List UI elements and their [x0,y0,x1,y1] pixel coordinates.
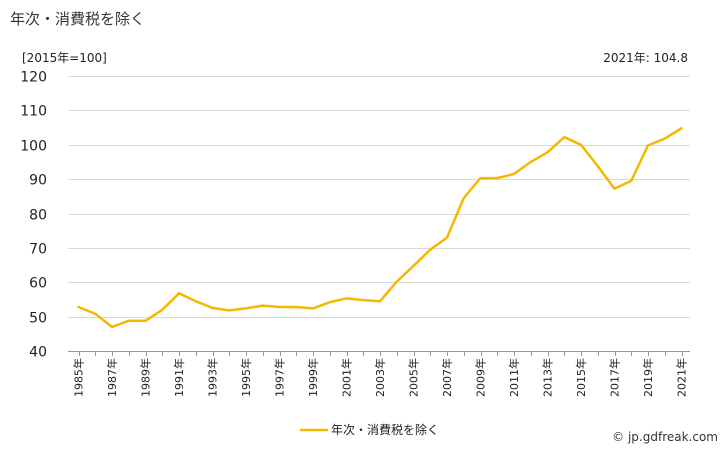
x-tick-label: 1985年 [72,358,86,397]
y-tick-label: 100 [20,139,47,155]
x-tick-label: 2017年 [608,358,622,397]
y-tick-label: 110 [20,104,47,120]
grid-lines [68,76,690,318]
latest-value-label: 2021年: 104.8 [603,51,688,65]
x-tick-labels: 1985年 1987年 1989年 1991年 1993年 1995年 1997年 1999年… [72,358,689,397]
y-tick-label: 60 [29,276,47,292]
x-tick-label: 2015年 [574,358,588,397]
chart-title: 年次・消費税を除く [10,10,146,28]
series-lines [77,127,683,329]
x-tick-label: 2001年 [340,358,354,397]
series-line [77,127,683,329]
x-tick-label: 1997年 [273,358,287,397]
x-tick-label: 2011年 [507,358,521,397]
x-tick-label: 2019年 [641,358,655,397]
y-axis-unit-label: [2015年=100] [22,51,107,65]
x-tick-label: 2009年 [474,358,488,397]
y-tick-label: 90 [29,173,47,189]
y-tick-label: 70 [29,242,47,258]
source-credit: © jp.gdfreak.com [612,430,718,444]
x-tick-label: 1989年 [139,358,153,397]
x-tick-label: 1993年 [206,358,220,397]
y-tick-label: 80 [29,208,47,224]
x-tick-label: 1991年 [172,358,186,397]
x-tick-label: 1995年 [239,358,253,397]
x-tick-label: 2021年 [675,358,689,397]
y-tick-label: 50 [29,311,47,327]
y-tick-label: 40 [29,345,47,361]
x-tick-label: 2005年 [407,358,421,397]
y-tick-labels: 40 50 60 70 80 90 100 110 120 [20,70,47,361]
legend-label: 年次・消費税を除く [331,422,439,437]
x-tick-label: 1999年 [306,358,320,397]
legend: 年次・消費税を除く [300,422,439,437]
x-tick-label: 2013年 [541,358,555,397]
x-tick-label: 1987年 [105,358,119,397]
x-tick-label: 2007年 [440,358,454,397]
x-tick-label: 2003年 [373,358,387,397]
y-tick-label: 120 [20,70,47,86]
axes [68,351,690,356]
